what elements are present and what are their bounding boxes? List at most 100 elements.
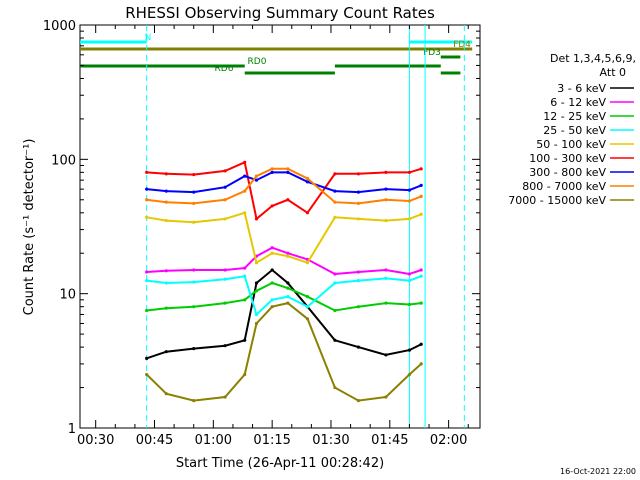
series-8-point-9: [333, 385, 337, 390]
series-6-point-8: [305, 180, 310, 184]
x-tick-label-0: 00:30: [77, 433, 114, 448]
series-2-point-0: [145, 308, 149, 313]
series-7-point-1: [164, 200, 168, 204]
series-3-point-8: [305, 305, 310, 309]
series-4-point-4: [243, 211, 247, 215]
series-8-point-10: [356, 398, 361, 403]
legend-label-8: 7000 - 15000 keV: [508, 194, 606, 207]
series-3-point-13: [419, 274, 423, 278]
series-2-point-10: [356, 305, 361, 309]
series-3-point-3: [223, 277, 227, 281]
series-1-point-0: [145, 270, 149, 274]
legend-label-6: 300 - 800 keV: [529, 166, 606, 179]
series-2-point-13: [419, 301, 423, 305]
series-7-point-13: [419, 194, 423, 198]
flag-label-rd6: RD6: [215, 64, 234, 74]
series-3-point-2: [192, 280, 196, 284]
series-3-point-12: [407, 279, 412, 283]
series-3-point-6: [270, 298, 274, 302]
series-6-point-1: [164, 189, 168, 193]
series-3-point-7: [286, 295, 290, 299]
series-5-point-6: [270, 204, 274, 208]
series-3-point-11: [384, 276, 388, 280]
series-2-point-1: [164, 306, 168, 310]
series-6-point-4: [243, 174, 247, 178]
series-3-point-5: [254, 312, 259, 317]
series-4-point-1: [164, 218, 168, 223]
series-2-point-3: [223, 301, 227, 305]
series-1-point-13: [419, 268, 423, 272]
series-6-point-5: [254, 178, 259, 182]
series-1-point-6: [270, 246, 274, 250]
series-5-point-1: [164, 172, 168, 176]
chart-title: RHESSI Observing Summary Count Rates: [125, 4, 435, 22]
series-8-point-8: [305, 317, 310, 321]
series-5-point-12: [407, 170, 412, 174]
series-0-point-5: [254, 281, 259, 285]
x-tick-label-1: 00:45: [136, 433, 173, 448]
series-4-point-0: [145, 215, 149, 219]
series-5-point-7: [286, 198, 290, 202]
series-6-point-12: [407, 188, 412, 192]
series-0-point-0: [145, 356, 149, 360]
series-8-point-1: [164, 392, 168, 396]
series-5-point-4: [243, 160, 247, 164]
series-2-point-7: [286, 286, 290, 290]
series-0-point-12: [407, 348, 412, 352]
series-4-point-9: [333, 215, 337, 219]
x-tick-label-3: 01:15: [253, 433, 290, 448]
series-6-point-7: [286, 170, 290, 174]
series-7-point-0: [145, 198, 149, 202]
series-3-point-9: [333, 281, 337, 285]
y-tick-label-0: 1: [68, 422, 76, 437]
series-8-point-2: [192, 398, 196, 403]
series-4-point-2: [192, 220, 196, 224]
series-4-point-6: [270, 251, 274, 255]
series-4-point-10: [356, 217, 361, 221]
series-1-point-2: [192, 268, 196, 272]
series-8-point-12: [407, 372, 412, 377]
series-4-point-3: [223, 217, 227, 221]
series-4-point-5: [254, 261, 259, 265]
series-0-point-13: [419, 342, 423, 346]
series-7-point-7: [286, 167, 290, 171]
series-5-point-3: [223, 169, 227, 173]
x-axis-label: Start Time (26-Apr-11 00:28:42): [176, 456, 384, 471]
series-2-point-12: [407, 302, 412, 307]
series-2-point-9: [333, 308, 337, 313]
y-axis-label: Count Rate (s⁻¹ detector⁻¹): [22, 139, 37, 316]
series-1-point-3: [223, 268, 227, 272]
series-3-point-1: [164, 281, 168, 285]
series-line-7: [146, 167, 422, 205]
series-4-point-12: [407, 217, 412, 221]
flag-label-n: N: [145, 33, 152, 43]
vertical-markers: [146, 25, 465, 428]
series-7-point-8: [305, 176, 310, 181]
series-line-3: [146, 275, 422, 317]
series-7-point-3: [223, 198, 227, 202]
axis-ticks: 00:30 00:45 01:00 01:15 01:30 01:45 02:00 1 10 10…: [43, 19, 480, 448]
series-2-point-6: [270, 281, 274, 285]
y-tick-label-3: 1000: [43, 19, 76, 34]
legend-label-0: 3 - 6 keV: [557, 82, 606, 95]
series-7-point-9: [333, 200, 337, 204]
series-4-point-13: [419, 212, 423, 216]
legend-label-2: 12 - 25 keV: [543, 110, 606, 123]
legend-label-4: 50 - 100 keV: [536, 138, 606, 151]
series-5-point-11: [384, 170, 388, 174]
series-0-point-9: [333, 338, 337, 342]
flag-bars: N FD4 FD3 RD0 RD6: [80, 33, 473, 75]
series-5-point-13: [419, 167, 423, 171]
series-4-point-7: [286, 254, 290, 258]
flag-label-fd3: FD3: [423, 48, 441, 58]
series-6-point-3: [223, 185, 227, 189]
series-3-point-0: [145, 279, 149, 283]
series-1-point-4: [243, 266, 247, 270]
series-8-point-3: [223, 395, 227, 399]
series-0-point-7: [286, 281, 290, 285]
series-8-point-7: [286, 301, 290, 305]
series-line-2: [146, 281, 422, 312]
series-8-point-0: [145, 372, 149, 377]
